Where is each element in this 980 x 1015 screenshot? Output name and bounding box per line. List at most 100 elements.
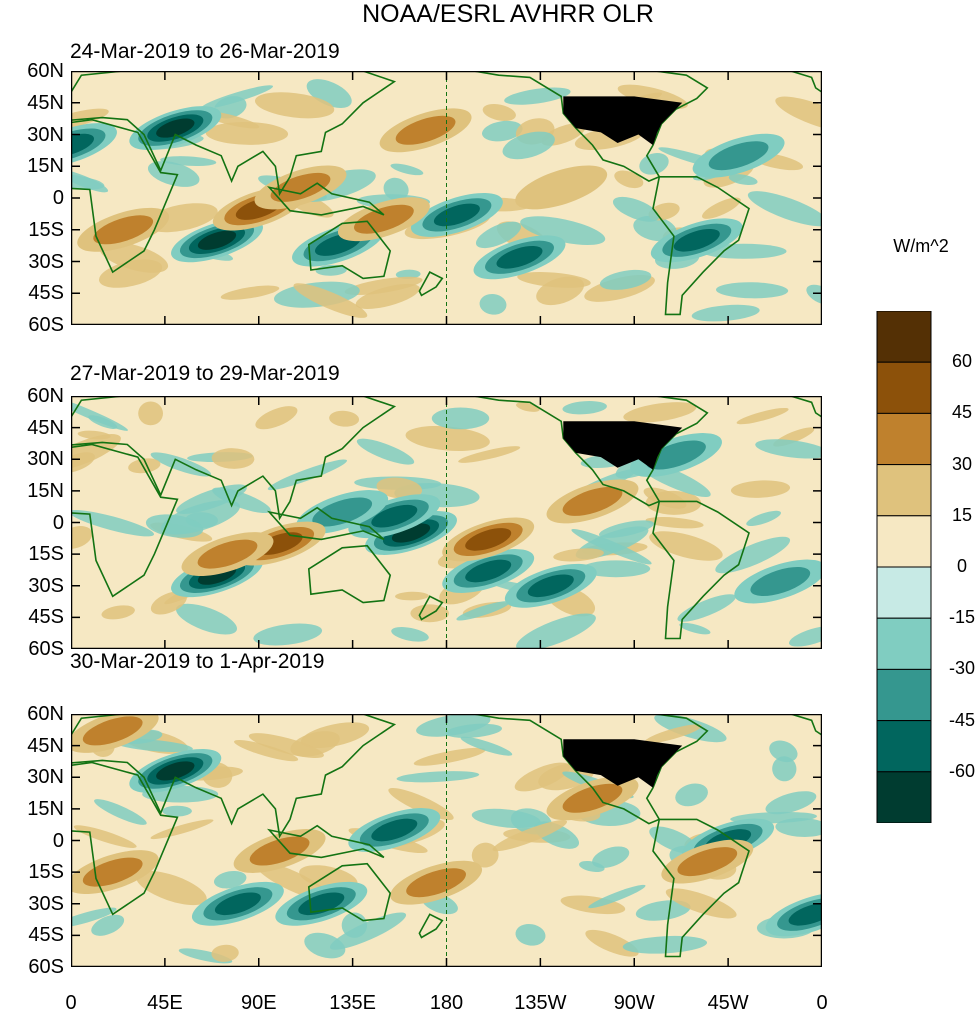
weak-anomaly-blob [300, 722, 370, 748]
weak-anomaly-blob [482, 104, 516, 121]
weak-anomaly-blob [344, 276, 423, 296]
coastline [71, 714, 397, 839]
y-tick-label: 45S [28, 282, 64, 305]
anomaly-center [77, 207, 170, 252]
weak-anomaly-blob [644, 724, 702, 744]
anomaly-center [348, 494, 441, 539]
anomaly-center [129, 106, 222, 151]
colorbar-label: -30 [948, 658, 975, 679]
anomaly-center [442, 549, 535, 593]
coastline [307, 862, 392, 922]
weak-anomaly-blob [788, 626, 822, 647]
anomaly-center [734, 559, 822, 604]
y-tick-label: 60N [27, 60, 64, 82]
weak-anomaly-blob [306, 79, 352, 109]
weak-anomaly-blob [71, 526, 93, 549]
weak-anomaly-blob [715, 536, 791, 574]
colorbar-label: -60 [948, 760, 975, 781]
weak-anomaly-blob [515, 923, 546, 946]
y-tick-label: 30N [27, 448, 64, 471]
weak-anomaly-blob [211, 944, 239, 962]
anomaly-center [348, 808, 441, 852]
weak-anomaly-blob [234, 740, 299, 762]
coastline [652, 818, 750, 958]
weak-anomaly-blob [248, 733, 324, 759]
coastline [307, 544, 392, 604]
weak-anomaly-blob [479, 293, 507, 315]
weak-anomaly-blob [71, 907, 117, 928]
coastline [71, 396, 397, 521]
colorbar-label: 15 [951, 504, 973, 525]
anomaly-center [390, 860, 483, 905]
weak-anomaly-blob [746, 510, 781, 527]
weak-anomaly-blob [445, 723, 502, 738]
y-tick-label: 30N [27, 123, 64, 146]
coastline [71, 118, 179, 274]
y-tick-label: 30N [27, 766, 64, 789]
coastline [473, 71, 709, 182]
weak-anomaly-blob [481, 120, 523, 142]
weak-anomaly-blob [88, 415, 118, 429]
panel-3-title: 30-Mar-2019 to 1-Apr-2019 [70, 650, 325, 673]
weak-anomaly-blob [598, 520, 655, 538]
weak-anomaly-blob [536, 276, 585, 306]
colorbar-box [876, 464, 932, 517]
colorbar-label: 30 [951, 453, 973, 474]
y-tick-label: 60S [28, 638, 64, 660]
weak-anomaly-blob [579, 861, 605, 872]
anomaly-center [233, 829, 326, 873]
main-title: NOAA/ESRL AVHRR OLR [362, 0, 654, 28]
anomaly-center [275, 881, 368, 926]
weak-anomaly-blob [614, 170, 644, 189]
weak-anomaly-blob [675, 783, 708, 807]
weak-anomaly-blob [213, 870, 247, 889]
coastline [473, 396, 709, 507]
weak-anomaly-blob [136, 870, 207, 906]
coastline [307, 220, 392, 280]
weak-anomaly-blob [211, 448, 255, 469]
weak-anomaly-blob [633, 215, 677, 242]
coastline [418, 595, 444, 621]
weak-anomaly-blob [755, 439, 822, 459]
x-tick-label: 135E [329, 992, 376, 1014]
coastline [71, 761, 179, 916]
weak-anomaly-blob [585, 929, 639, 957]
colorbar-box [876, 566, 932, 619]
coastline [652, 500, 750, 640]
y-tick-label: 0 [52, 187, 64, 209]
weak-anomaly-blob [201, 85, 273, 109]
x-tick-label: 90E [240, 992, 277, 1014]
coastline [790, 71, 822, 94]
y-tick-label: 15S [28, 218, 64, 241]
x-tick-label: 45E [147, 992, 183, 1014]
anomaly-center [442, 517, 535, 562]
weak-anomaly-blob [293, 283, 368, 318]
anomaly-center [181, 532, 274, 577]
weak-anomaly-blob [113, 738, 193, 752]
colorbar-box [876, 515, 932, 568]
colorbar-title: W/m^2 [893, 236, 949, 256]
x-tick-label: 90W [613, 992, 655, 1014]
panel-2-title: 27-Mar-2019 to 29-Mar-2019 [70, 362, 340, 385]
y-tick-label: 60S [28, 956, 64, 978]
weak-anomaly-blob [150, 819, 214, 840]
weak-anomaly-blob [205, 121, 289, 145]
x-tick-label: 0 [65, 992, 77, 1014]
weak-anomaly-blob [267, 459, 348, 491]
coastline [71, 71, 397, 197]
y-tick-label: 60N [27, 703, 64, 725]
anomaly-center [296, 490, 389, 534]
x-tick-label: 45W [707, 992, 749, 1014]
y-tick-label: 0 [52, 511, 64, 534]
weak-anomaly-blob [728, 174, 758, 186]
weak-anomaly-blob [691, 304, 760, 322]
weak-anomaly-blob [458, 446, 521, 463]
coastline [790, 396, 822, 419]
x-tick-label: 180 [429, 992, 464, 1014]
weak-anomaly-blob [431, 407, 490, 430]
weak-anomaly-blob [502, 131, 555, 160]
weak-anomaly-blob [73, 825, 137, 848]
coastline [71, 443, 179, 598]
y-tick-label: 45N [27, 91, 64, 114]
weak-anomaly-blob [410, 604, 450, 623]
